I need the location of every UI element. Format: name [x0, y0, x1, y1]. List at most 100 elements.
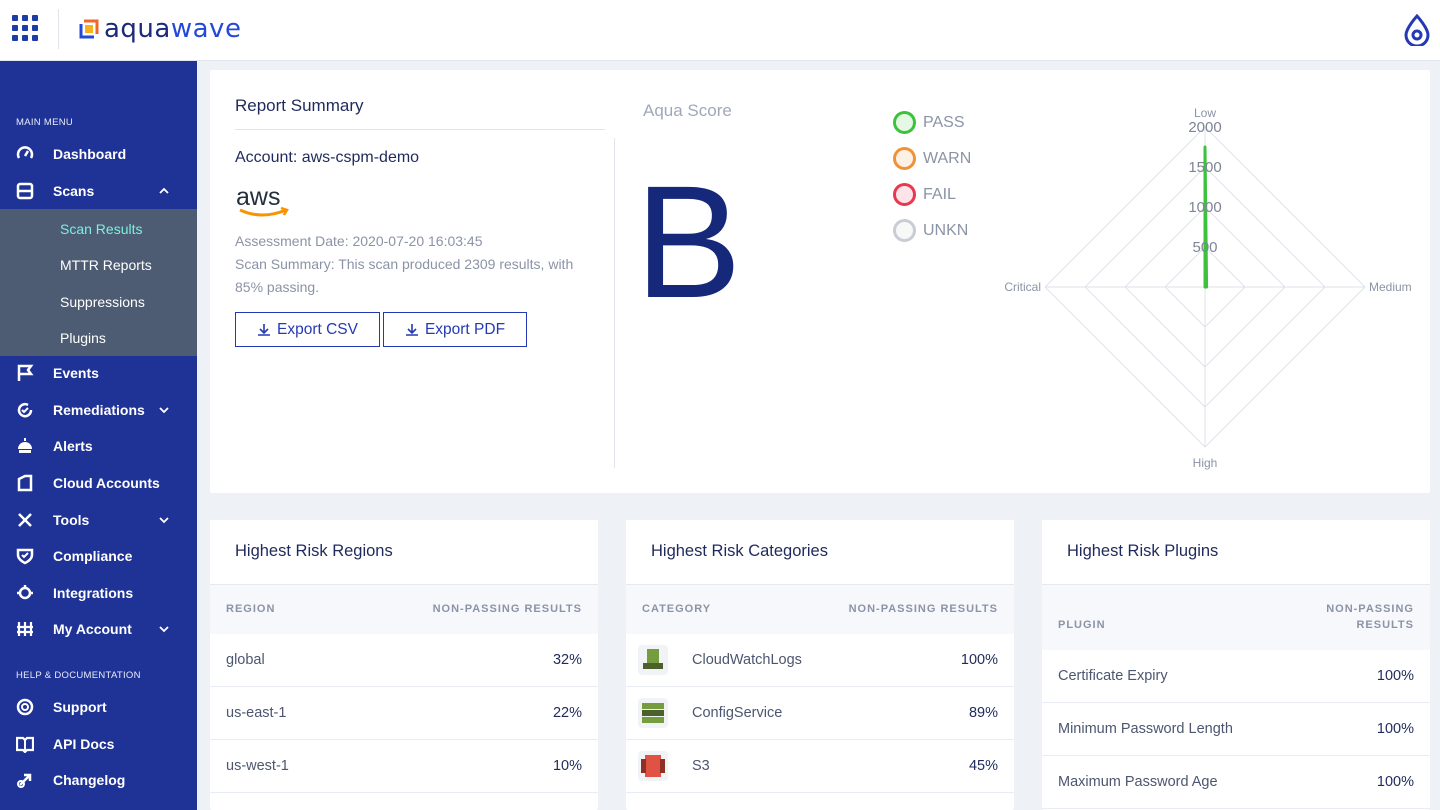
sidebar-item-label: Changelog [53, 772, 126, 788]
sidebar-item-remediations[interactable]: Remediations [0, 392, 197, 428]
sidebar-item-scans[interactable]: Scans [0, 173, 197, 209]
table-row[interactable]: us-east-1 22% [210, 687, 598, 740]
config-service-icon [638, 698, 668, 728]
apps-grid-icon[interactable] [12, 15, 38, 41]
region-value: 32% [552, 652, 582, 668]
shield-check-icon [14, 545, 36, 567]
brand-logo[interactable]: aquawave [78, 14, 241, 44]
plugin-value: 100% [1376, 774, 1414, 790]
sidebar-item-label: Compliance [53, 548, 133, 564]
aws-logo-text: aws [236, 183, 280, 211]
sidebar-item-label: Remediations [53, 402, 145, 418]
region-value: 22% [552, 705, 582, 721]
help-heading: HELP & DOCUMENTATION [16, 670, 141, 681]
divider [210, 584, 598, 585]
sidebar-item-label: My Account [53, 621, 132, 637]
alert-icon [14, 435, 36, 457]
lifebuoy-icon [14, 696, 36, 718]
region-name: us-east-1 [226, 705, 287, 721]
region-value: 10% [552, 758, 582, 774]
aqua-score-grade: B [635, 152, 742, 331]
region-name: us-west-1 [226, 758, 289, 774]
sidebar-item-compliance[interactable]: Compliance [0, 538, 197, 574]
export-pdf-button[interactable]: Export PDF [383, 312, 527, 347]
legend-label: PASS [923, 113, 965, 131]
aqua-drop-icon[interactable] [1402, 14, 1432, 46]
column-header-category: CATEGORY [642, 603, 712, 615]
sidebar: MAIN MENU Dashboard Scans Scan Results M… [0, 61, 197, 810]
category-value: 89% [968, 705, 998, 721]
table-row[interactable]: us-west-1 10% [210, 740, 598, 793]
table-row[interactable]: Certificate Expiry 100% [1042, 650, 1430, 703]
rocket-icon [14, 769, 36, 791]
highest-risk-regions-card: Highest Risk Regions REGION NON-PASSING … [210, 520, 598, 810]
legend-pass[interactable]: PASS [893, 111, 965, 134]
brand-mark-icon [79, 19, 99, 39]
category-name: CloudWatchLogs [692, 652, 802, 668]
radar-tick-label: 500 [1192, 239, 1217, 256]
flag-icon [14, 362, 36, 384]
sidebar-item-alerts[interactable]: Alerts [0, 428, 197, 464]
sidebar-item-label: Scans [53, 183, 95, 199]
legend-fail[interactable]: FAIL [893, 183, 956, 206]
sidebar-subitem-suppressions[interactable]: Suppressions [60, 294, 145, 310]
main-menu-heading: MAIN MENU [16, 117, 74, 128]
plugin-name: Certificate Expiry [1058, 668, 1168, 684]
book-icon [14, 733, 36, 755]
highest-risk-categories-card: Highest Risk Categories CATEGORY NON-PAS… [626, 520, 1014, 810]
sidebar-item-label: Tools [53, 512, 90, 528]
sidebar-subitem-mttr-reports[interactable]: MTTR Reports [60, 257, 152, 273]
plugin-value: 100% [1376, 668, 1414, 684]
table-row[interactable]: CloudWatchLogs 100% [626, 634, 1014, 687]
sidebar-item-integrations[interactable]: Integrations [0, 575, 197, 611]
legend-dot [893, 147, 916, 170]
column-header-non-passing: NON-PASSING [1326, 603, 1414, 615]
regions-title: Highest Risk Regions [235, 542, 393, 560]
cloud-book-icon [14, 472, 36, 494]
sidebar-item-events[interactable]: Events [0, 355, 197, 391]
sidebar-item-cloud-accounts[interactable]: Cloud Accounts [0, 465, 197, 501]
table-row[interactable]: global 32% [210, 634, 598, 687]
export-csv-button[interactable]: Export CSV [235, 312, 380, 347]
report-summary-title: Report Summary [235, 96, 364, 115]
categories-title: Highest Risk Categories [651, 542, 828, 560]
sidebar-item-label: Dashboard [53, 146, 127, 162]
legend-warn[interactable]: WARN [893, 147, 971, 170]
divider [614, 138, 615, 468]
report-summary-card: Report Summary Account: aws-cspm-demo aw… [210, 70, 1430, 493]
sidebar-item-label: Events [53, 365, 99, 381]
sidebar-item-my-account[interactable]: My Account [0, 611, 197, 647]
sidebar-item-api-docs[interactable]: API Docs [0, 726, 197, 762]
table-row[interactable]: S3 45% [626, 740, 1014, 793]
sidebar-subitem-scan-results[interactable]: Scan Results [60, 221, 143, 237]
assessment-date: Assessment Date: 2020-07-20 16:03:45 [235, 233, 483, 249]
legend-dot [893, 219, 916, 242]
table-row[interactable]: ConfigService 89% [626, 687, 1014, 740]
legend-label: WARN [923, 149, 972, 167]
radar-axis-label: Low [1194, 106, 1216, 120]
sidebar-item-label: API Docs [53, 736, 115, 752]
category-value: 45% [968, 758, 998, 774]
column-header-non-passing: NON-PASSING RESULTS [432, 603, 582, 615]
chevron-down-icon [159, 517, 169, 524]
legend-unkn[interactable]: UNKN [893, 219, 968, 242]
radar-tick-label: 1000 [1188, 199, 1221, 216]
sidebar-item-label: Integrations [53, 585, 134, 601]
radar-tick-label: 2000 [1188, 119, 1221, 136]
sidebar-item-dashboard[interactable]: Dashboard [0, 136, 197, 172]
radar-axis-label: Medium [1369, 280, 1412, 294]
account-name: Account: aws-cspm-demo [235, 149, 420, 166]
column-header-region: REGION [226, 603, 276, 615]
sidebar-item-support[interactable]: Support [0, 689, 197, 725]
sidebar-item-tools[interactable]: Tools [0, 502, 197, 538]
sidebar-item-changelog[interactable]: Changelog [0, 762, 197, 798]
table-header: REGION NON-PASSING RESULTS [210, 585, 598, 634]
table-row[interactable]: Maximum Password Age 100% [1042, 756, 1430, 809]
plug-icon [14, 582, 36, 604]
divider [1042, 584, 1430, 585]
plugin-name: Minimum Password Length [1058, 721, 1233, 737]
sidebar-subitem-plugins[interactable]: Plugins [60, 330, 106, 346]
aqua-score-label: Aqua Score [643, 101, 732, 120]
s3-bucket-icon [638, 751, 668, 781]
table-row[interactable]: Minimum Password Length 100% [1042, 703, 1430, 756]
